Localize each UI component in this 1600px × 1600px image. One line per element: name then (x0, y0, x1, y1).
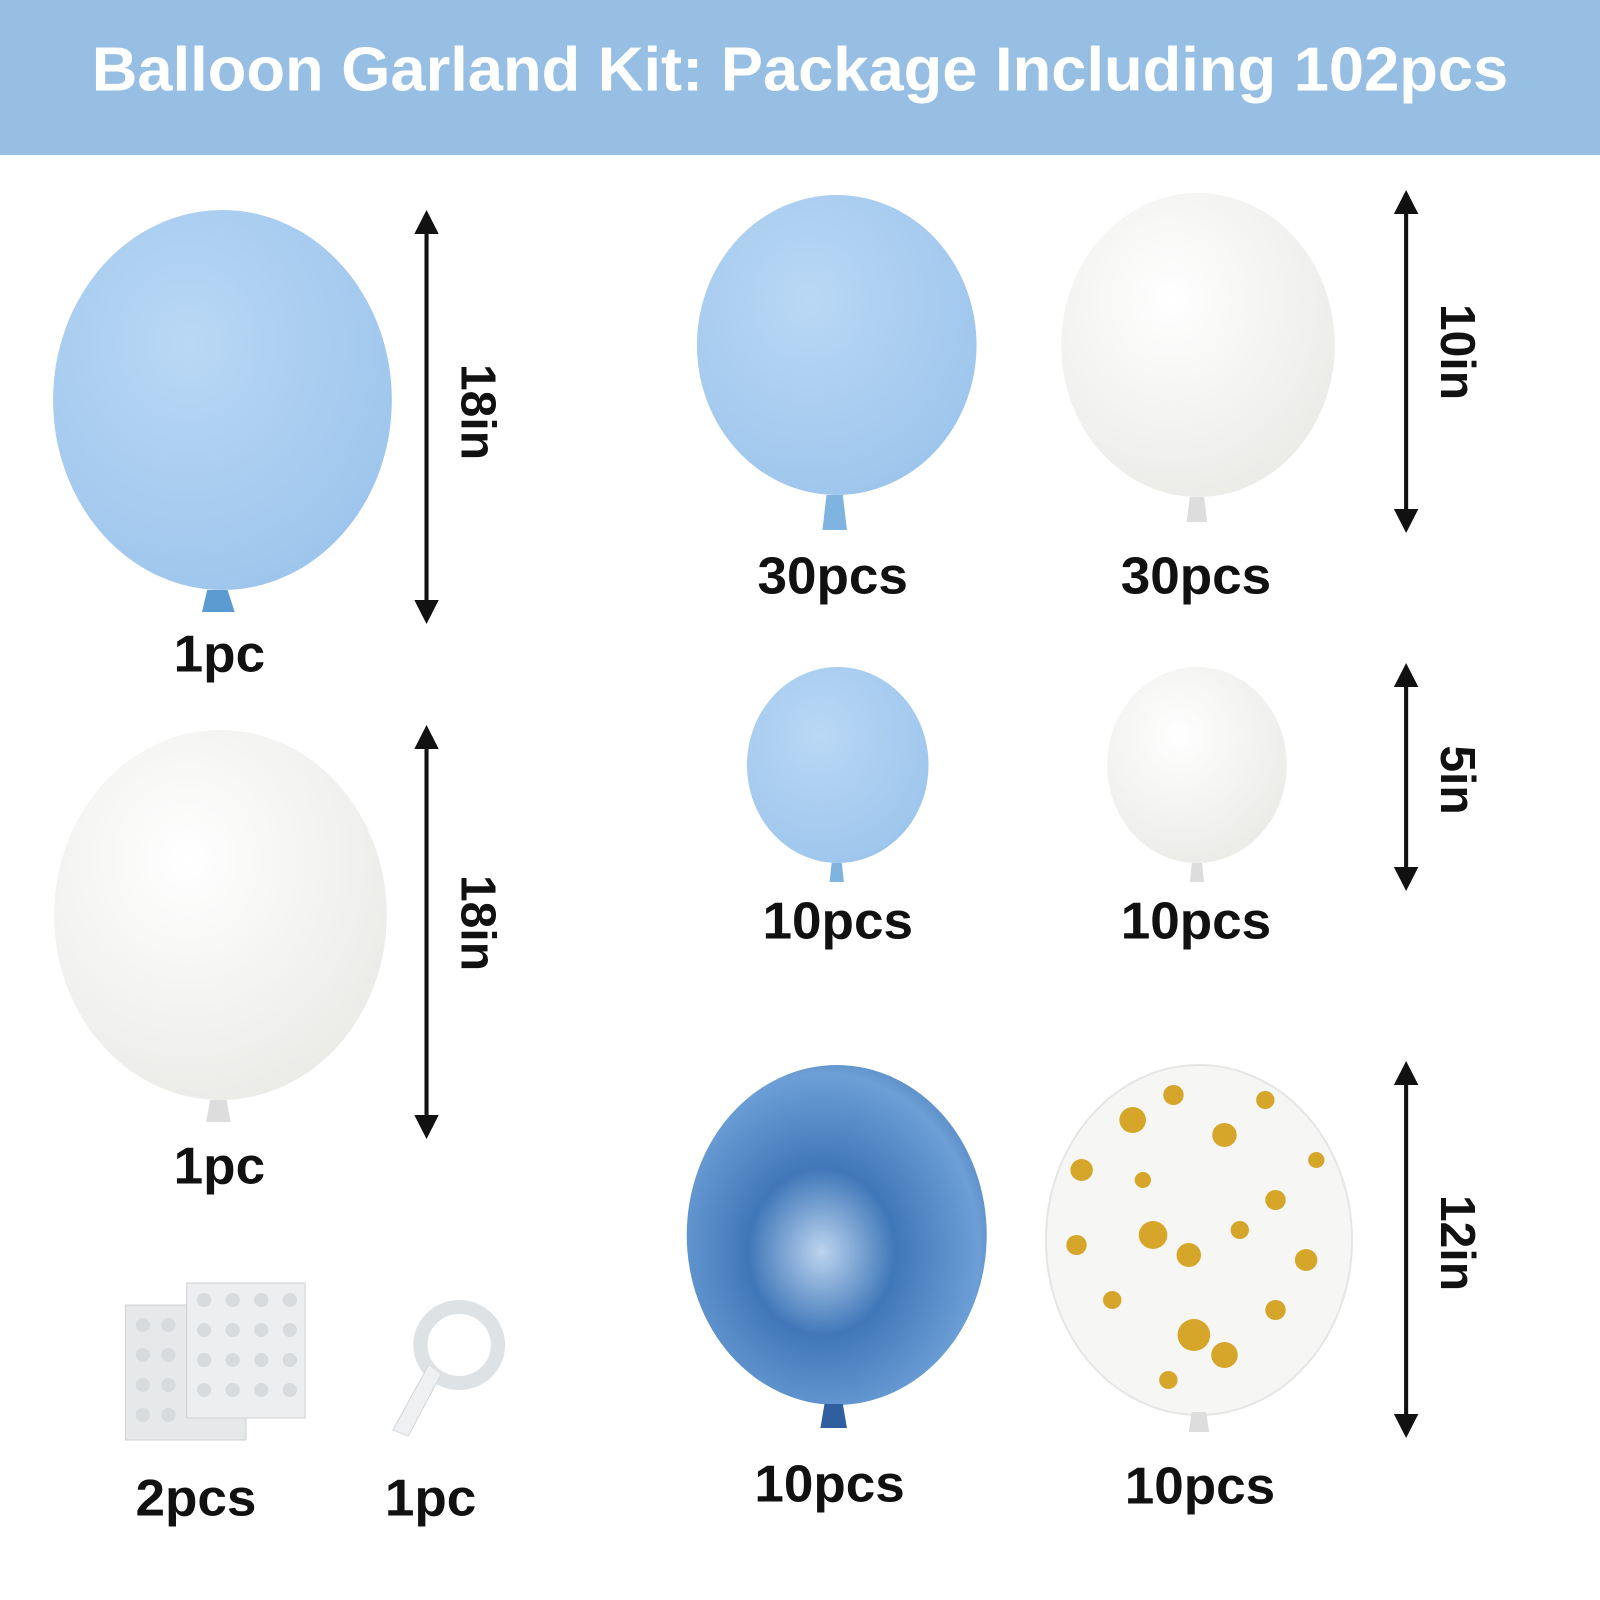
balloon-light-blue-medium (696, 195, 977, 530)
header-bar (0, 0, 1600, 155)
balloon-white-large (54, 730, 387, 1122)
item-count: 10pcs (1121, 892, 1271, 950)
item-count: 10pcs (763, 892, 913, 950)
item-count: 30pcs (1121, 547, 1271, 605)
size-label: 10in (1430, 304, 1485, 400)
item-count: 2pcs (135, 1469, 256, 1527)
item-count: 1pc (174, 625, 265, 683)
size-label: 18in (450, 875, 505, 971)
item-count: 30pcs (757, 547, 907, 605)
item-count: 1pc (174, 1137, 265, 1195)
balloon-gold-confetti (1044, 1064, 1354, 1432)
size-label: 5in (1430, 745, 1485, 814)
balloon-light-blue-large (53, 210, 392, 612)
item-count: 10pcs (1125, 1457, 1275, 1515)
size-label: 18in (450, 364, 505, 460)
balloon-light-blue-small (746, 667, 929, 882)
header-title: Balloon Garland Kit: Package Including 1… (92, 35, 1509, 104)
glue-dot-sheets (125, 1282, 306, 1441)
item-count: 1pc (385, 1469, 476, 1527)
balloon-strip-roll (392, 1300, 506, 1437)
balloon-metallic-blue (686, 1065, 987, 1428)
item-count: 10pcs (754, 1455, 904, 1513)
balloon-white-small (1107, 667, 1287, 882)
size-label: 12in (1430, 1195, 1485, 1291)
balloon-white-medium (1061, 193, 1335, 522)
